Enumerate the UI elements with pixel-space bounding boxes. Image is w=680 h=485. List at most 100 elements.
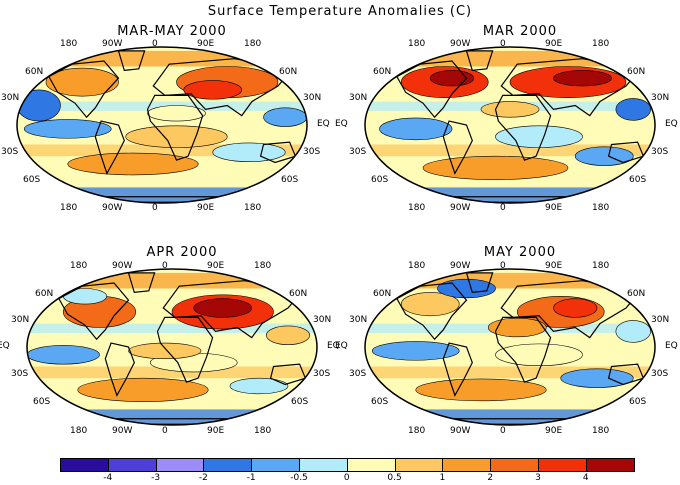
lon-label-bottom: 180 <box>60 203 78 213</box>
anomaly-region <box>415 378 547 402</box>
anomaly-region <box>229 377 289 395</box>
coastline <box>158 317 213 382</box>
coastline <box>443 343 472 395</box>
lon-label-top: 0 <box>152 39 158 49</box>
anomaly-band <box>17 144 307 157</box>
lon-label-bottom: 180 <box>592 203 610 213</box>
anomaly-region <box>553 298 598 318</box>
colorbar-swatch <box>394 458 444 472</box>
anomaly-region <box>263 107 307 127</box>
lat-label-left: 30S <box>349 369 367 379</box>
lat-label-left: 30N <box>349 315 368 325</box>
colorbar-swatch <box>299 458 348 472</box>
lon-label-top: 90W <box>450 39 471 49</box>
colorbar-swatch <box>203 458 253 472</box>
lat-label-left: 60N <box>373 289 392 299</box>
lon-label-bottom: 90W <box>450 203 471 213</box>
anomaly-region <box>128 342 202 359</box>
lat-label-left: 30N <box>349 93 368 103</box>
colorbar-swatch <box>107 458 157 472</box>
anomaly-band <box>365 272 655 289</box>
lon-label-bottom: 0 <box>152 203 158 213</box>
anomaly-region <box>553 70 612 87</box>
lat-label-left: 60S <box>23 175 41 185</box>
lat-label-left: 60N <box>25 67 44 77</box>
map-panel <box>16 46 308 204</box>
colorbar-label: 0.5 <box>387 473 402 483</box>
lon-label-top: 90W <box>450 261 471 271</box>
lat-label-right: 60S <box>629 397 647 407</box>
coastline <box>119 51 145 71</box>
lat-label-left: 30N <box>1 93 20 103</box>
coastline <box>467 51 493 71</box>
map-border <box>364 46 656 204</box>
lat-label-right: 30N <box>313 315 332 325</box>
lon-label-top: 90E <box>207 261 225 271</box>
lon-label-top: 180 <box>60 39 78 49</box>
lon-label-top: 0 <box>162 261 168 271</box>
colorbar-swatch <box>585 458 635 472</box>
anomaly-band <box>27 366 317 379</box>
lon-label-bottom: 180 <box>592 426 610 436</box>
lat-label-right: 30S <box>303 147 321 157</box>
lat-label-right: 60N <box>279 67 298 77</box>
map-panel <box>364 46 656 204</box>
colorbar-label: -2 <box>198 473 208 483</box>
lon-label-bottom: 0 <box>162 426 168 436</box>
colorbar-label: 4 <box>582 473 589 483</box>
lon-label-top: 180 <box>592 39 610 49</box>
anomaly-region <box>67 152 199 176</box>
anomaly-band <box>27 409 317 425</box>
lat-label-left: 30S <box>11 369 29 379</box>
anomaly-region <box>147 105 206 122</box>
lat-label-right: EQ <box>317 119 330 129</box>
lat-label-left: 60S <box>371 397 389 407</box>
lat-label-right: 60N <box>627 289 646 299</box>
anomaly-band <box>365 187 655 203</box>
coastline <box>261 142 296 162</box>
anomaly-band <box>27 272 317 289</box>
anomaly-region <box>17 89 61 122</box>
lat-label-right: 30S <box>651 369 669 379</box>
lat-label-left: 60S <box>33 397 51 407</box>
lon-label-bottom: 90W <box>112 426 133 436</box>
lon-label-top: 90E <box>197 39 215 49</box>
anomaly-region <box>495 125 583 148</box>
lon-label-bottom: 90W <box>450 426 471 436</box>
colorbar-swatch <box>60 458 109 472</box>
coastline <box>105 343 134 395</box>
anomaly-region <box>265 325 311 345</box>
anomaly-region <box>45 67 119 97</box>
coastline <box>496 317 551 382</box>
lon-label-bottom: 180 <box>244 203 262 213</box>
lon-label-bottom: 90E <box>545 203 563 213</box>
anomaly-region <box>615 98 651 121</box>
lon-label-bottom: 180 <box>70 426 88 436</box>
lon-label-bottom: 0 <box>500 426 506 436</box>
colorbar-swatch <box>538 458 587 472</box>
anomaly-band <box>365 144 655 157</box>
anomaly-region <box>422 155 569 180</box>
lon-label-top: 90E <box>545 39 563 49</box>
colorbar-label: -0.5 <box>290 473 308 483</box>
coastline <box>501 59 640 116</box>
anomaly-region <box>480 101 540 118</box>
panel-title: MAR-MAY 2000 <box>117 24 227 39</box>
anomaly-band <box>365 409 655 425</box>
anomaly-region <box>560 368 634 388</box>
map-panel <box>364 268 656 426</box>
colorbar-label: 0 <box>343 473 350 483</box>
lat-label-right: 30S <box>651 147 669 157</box>
anomaly-region <box>23 119 112 139</box>
anomaly-region <box>574 146 634 166</box>
lat-label-left: 60N <box>373 67 392 77</box>
lon-label-bottom: 90E <box>545 426 563 436</box>
colorbar-swatch <box>442 458 492 472</box>
anomaly-region <box>495 343 583 367</box>
lat-label-right: 60N <box>289 289 308 299</box>
lon-label-top: 180 <box>408 39 426 49</box>
lon-label-bottom: 180 <box>254 426 272 436</box>
coastline <box>148 95 203 160</box>
lat-label-right: EQ <box>327 341 340 351</box>
anomaly-band <box>17 50 307 67</box>
